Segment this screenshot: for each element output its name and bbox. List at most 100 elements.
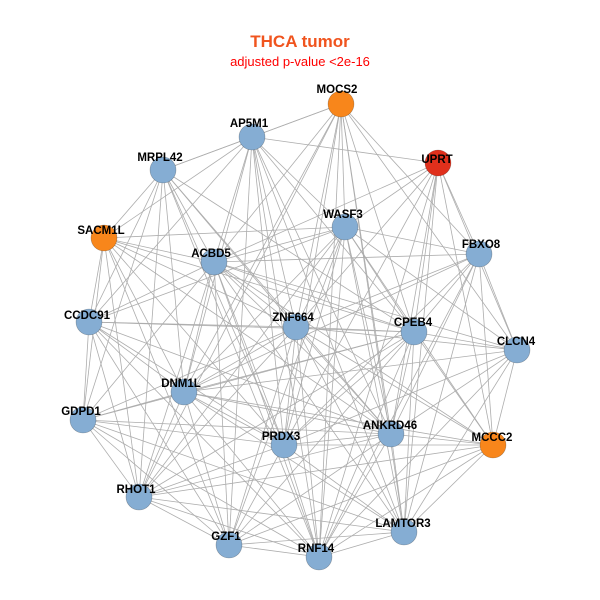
node-label-WASF3: WASF3: [323, 209, 363, 221]
network-edge-PRDX3-RHOT1: [138, 444, 285, 498]
network-edge-WASF3-ACBD5: [213, 226, 346, 263]
node-label-LAMTOR3: LAMTOR3: [375, 518, 430, 530]
network-edge-SACM1L-ACBD5: [103, 237, 215, 263]
network-node-FBXO8: [465, 240, 493, 268]
network-edge-ACBD5-LAMTOR3: [213, 261, 405, 533]
network-edge-MCCC2-GZF1: [228, 444, 494, 546]
network-edge-FBXO8-DNM1L: [183, 253, 480, 393]
network-edge-CLCN4-RNF14: [318, 349, 518, 558]
network-edge-CPEB4-PRDX3: [283, 331, 415, 446]
network-edge-RHOT1-GZF1: [138, 496, 230, 546]
node-label-FBXO8: FBXO8: [462, 239, 501, 251]
network-edge-MRPL42-GDPD1: [82, 169, 164, 421]
network-edge-CPEB4-ANKRD46: [390, 331, 415, 435]
network-edge-DNM1L-GZF1: [183, 391, 230, 546]
network-edge-SACM1L-GZF1: [103, 237, 230, 546]
network-edge-ZNF664-PRDX3: [283, 326, 297, 446]
network-edge-FBXO8-MCCC2: [478, 253, 494, 446]
node-label-CLCN4: CLCN4: [497, 336, 536, 348]
network-edge-GDPD1-RHOT1: [82, 419, 140, 498]
network-edge-CCDC91-GDPD1: [82, 321, 90, 421]
network-edge-UPRT-RNF14: [318, 162, 439, 558]
network-edge-CPEB4-CLCN4: [413, 331, 518, 351]
network-edge-FBXO8-CPEB4: [413, 253, 480, 333]
network-edge-CCDC91-RHOT1: [88, 321, 140, 498]
network-edge-ACBD5-CLCN4: [213, 261, 518, 351]
network-node-CPEB4: [400, 318, 428, 346]
node-label-GDPD1: GDPD1: [61, 406, 101, 418]
figure-title: THCA tumor: [250, 32, 350, 51]
nodes-layer: [69, 90, 531, 571]
network-edge-AP5M1-CPEB4: [251, 136, 415, 333]
network-edge-GDPD1-LAMTOR3: [82, 419, 405, 533]
network-edge-ACBD5-ANKRD46: [213, 261, 392, 435]
network-edge-GDPD1-PRDX3: [82, 419, 285, 446]
network-edge-WASF3-GZF1: [228, 226, 346, 546]
node-label-MOCS2: MOCS2: [317, 84, 358, 96]
node-label-ACBD5: ACBD5: [191, 248, 231, 260]
network-edge-ACBD5-CCDC91: [88, 261, 215, 323]
network-edge-ZNF664-GZF1: [228, 326, 297, 546]
node-label-CPEB4: CPEB4: [394, 317, 433, 329]
network-node-LAMTOR3: [390, 518, 418, 546]
network-node-ANKRD46: [377, 420, 405, 448]
network-edge-MOCS2-CPEB4: [340, 103, 415, 333]
network-edge-AP5M1-RNF14: [251, 136, 320, 558]
network-edge-ZNF664-ANKRD46: [295, 326, 392, 435]
network-edge-ZNF664-CPEB4: [295, 326, 415, 333]
network-edge-SACM1L-CPEB4: [103, 237, 415, 333]
network-node-AP5M1: [238, 123, 266, 151]
network-edge-FBXO8-ACBD5: [213, 253, 480, 263]
network-edge-MOCS2-DNM1L: [183, 103, 342, 393]
network-edge-CLCN4-DNM1L: [183, 349, 518, 393]
network-edge-ZNF664-MCCC2: [295, 326, 494, 446]
network-edge-ACBD5-GZF1: [213, 261, 230, 546]
network-edge-FBXO8-CLCN4: [478, 253, 518, 351]
network-edge-ANKRD46-RNF14: [318, 433, 392, 558]
edges-layer: [82, 103, 518, 558]
network-node-CLCN4: [503, 336, 531, 364]
node-label-PRDX3: PRDX3: [262, 431, 300, 443]
network-edge-GDPD1-ANKRD46: [82, 419, 392, 435]
network-edge-SACM1L-CCDC91: [88, 237, 105, 323]
network-edge-WASF3-LAMTOR3: [344, 226, 405, 533]
network-edge-CPEB4-MCCC2: [413, 331, 494, 446]
network-edge-ACBD5-RNF14: [213, 261, 320, 558]
node-label-RHOT1: RHOT1: [117, 484, 157, 496]
network-edge-CPEB4-GDPD1: [82, 331, 415, 421]
network-node-MCCC2: [479, 431, 507, 459]
network-edge-FBXO8-ZNF664: [295, 253, 480, 328]
network-edge-RNF14-LAMTOR3: [318, 531, 405, 558]
network-edge-AP5M1-ACBD5: [213, 136, 253, 263]
network-node-ACBD5: [200, 248, 228, 276]
network-node-CCDC91: [75, 308, 103, 336]
network-edge-DNM1L-PRDX3: [183, 391, 285, 446]
network-edge-ZNF664-DNM1L: [183, 326, 297, 393]
network-edge-ACBD5-ZNF664: [213, 261, 297, 328]
network-edge-MOCS2-FBXO8: [340, 103, 480, 255]
network-edge-FBXO8-RNF14: [318, 253, 480, 558]
network-edge-UPRT-ACBD5: [213, 162, 439, 263]
network-edge-MRPL42-ACBD5: [162, 169, 215, 263]
node-label-AP5M1: AP5M1: [230, 118, 269, 130]
network-edge-ANKRD46-MCCC2: [390, 433, 494, 446]
network-edge-ZNF664-GDPD1: [82, 326, 297, 421]
network-edge-CPEB4-LAMTOR3: [403, 331, 415, 533]
network-edge-FBXO8-LAMTOR3: [403, 253, 480, 533]
network-edge-CPEB4-GZF1: [228, 331, 415, 546]
node-label-ANKRD46: ANKRD46: [363, 420, 417, 432]
network-edge-MCCC2-RHOT1: [138, 444, 494, 498]
network-edge-ANKRD46-GZF1: [228, 433, 392, 546]
network-edge-UPRT-ZNF664: [295, 162, 439, 328]
network-edge-WASF3-FBXO8: [344, 226, 480, 255]
network-edge-CCDC91-GZF1: [88, 321, 230, 546]
network-edge-MRPL42-PRDX3: [162, 169, 285, 446]
network-edge-WASF3-RNF14: [318, 226, 346, 558]
network-edge-ZNF664-RHOT1: [138, 326, 297, 498]
network-edge-ANKRD46-LAMTOR3: [390, 433, 405, 533]
node-label-SACM1L: SACM1L: [77, 225, 124, 237]
network-edge-WASF3-CLCN4: [344, 226, 518, 351]
network-edge-ACBD5-PRDX3: [213, 261, 285, 446]
network-edge-CLCN4-LAMTOR3: [403, 349, 518, 533]
network-edge-MRPL42-CPEB4: [162, 169, 415, 333]
